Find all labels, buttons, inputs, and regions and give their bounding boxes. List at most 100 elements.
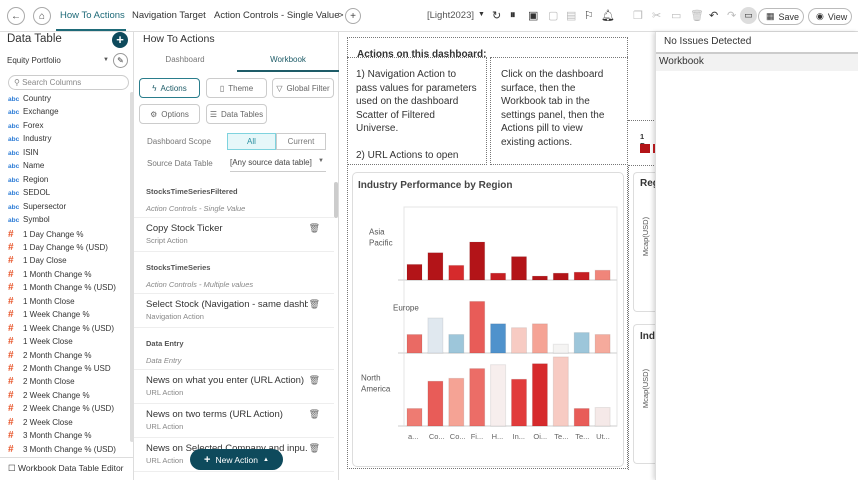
scrollbar[interactable]: [334, 182, 338, 218]
column-item[interactable]: #2 Month Change %: [8, 349, 92, 361]
data-table-select[interactable]: Equity Portfolio: [7, 56, 61, 65]
column-item[interactable]: #1 Month Change %: [8, 268, 92, 280]
edit-icon[interactable]: ✎: [113, 53, 128, 68]
bell-icon[interactable]: 🔔︎: [601, 10, 615, 22]
column-item[interactable]: #1 Day Close: [8, 255, 67, 267]
copy-icon[interactable]: ❐: [633, 10, 643, 22]
column-item[interactable]: #1 Week Change % (USD): [8, 322, 114, 334]
search-input[interactable]: ⚲ Search Columns: [8, 75, 129, 90]
column-item[interactable]: abc SEDOL: [8, 188, 51, 198]
industry-performance-chart[interactable]: Industry Performance by Region Asia Pacif…: [352, 172, 624, 467]
action-item[interactable]: Select Stock (Navigation - same dashb...…: [134, 294, 334, 328]
view-button[interactable]: ◉ View: [808, 8, 852, 25]
column-item[interactable]: #2 Week Change %: [8, 389, 90, 401]
column-item[interactable]: abc Supersector: [8, 201, 67, 211]
bar: [511, 378, 527, 427]
source-data-table-select[interactable]: [Any source data table] ▼: [230, 158, 326, 172]
x-tick-label: H...: [492, 432, 504, 441]
undo-icon[interactable]: ↶: [709, 10, 719, 22]
tab-workbook[interactable]: Workbook: [270, 55, 306, 64]
column-item[interactable]: #3 Month Change % (USD): [8, 443, 116, 455]
bar: [573, 407, 590, 427]
add-data-table-button[interactable]: +: [112, 32, 128, 48]
trash-icon[interactable]: 🗑︎: [308, 375, 320, 385]
snapshot-icon[interactable]: ▣: [528, 10, 539, 22]
trash-icon[interactable]: 🗑︎: [308, 299, 320, 309]
actions-pill[interactable]: ϟ Actions: [139, 78, 200, 98]
column-item[interactable]: #2 Month Close: [8, 376, 75, 388]
text-type-icon: abc: [8, 217, 20, 225]
paste-icon[interactable]: ▭: [671, 10, 682, 22]
scope-all-button[interactable]: All: [227, 133, 276, 150]
column-item[interactable]: #1 Week Close: [8, 336, 73, 348]
data-tables-pill[interactable]: ☰ Data Tables: [206, 104, 267, 124]
group-header: StocksTimeSeries: [146, 263, 211, 272]
theme-pill[interactable]: ▯ Theme: [206, 78, 267, 98]
trash-icon[interactable]: 🗑︎: [308, 409, 320, 419]
tab-navigation-target[interactable]: Navigation Target: [132, 10, 206, 21]
action-item[interactable]: Copy Stock Ticker Script Action 🗑︎: [134, 218, 334, 252]
column-item[interactable]: abc Forex: [8, 120, 44, 130]
column-item[interactable]: abc Name: [8, 161, 45, 171]
action-item[interactable]: News on Selected Company and inpu... URL …: [134, 438, 334, 472]
trash-icon[interactable]: 🗑︎: [308, 443, 320, 453]
trash-icon[interactable]: 🗑︎: [308, 223, 320, 233]
active-tab-indicator: [237, 70, 339, 72]
column-item[interactable]: #1 Day Change % (USD): [8, 241, 108, 253]
redo-icon[interactable]: ↷: [727, 10, 737, 22]
column-item[interactable]: #1 Month Close: [8, 295, 75, 307]
industry-chart-card[interactable]: [633, 324, 658, 464]
action-type: URL Action: [146, 388, 184, 397]
tab-how-to-actions[interactable]: How To Actions: [60, 10, 125, 21]
tab-dashboard[interactable]: Dashboard: [165, 55, 205, 64]
options-pill[interactable]: ⚙ Options: [139, 104, 200, 124]
bookmark-icon[interactable]: ⚐: [584, 10, 594, 22]
number-type-icon: #: [8, 282, 14, 294]
pause-icon[interactable]: ⏸: [510, 9, 516, 21]
global-filter-pill[interactable]: ▽ Global Filter: [272, 78, 334, 98]
column-item[interactable]: #2 Week Close: [8, 416, 73, 428]
issues-row-workbook[interactable]: Workbook: [656, 54, 858, 71]
column-item[interactable]: #1 Month Change % (USD): [8, 282, 116, 294]
save-button[interactable]: ▦ Save: [758, 8, 804, 25]
column-item[interactable]: abc Country: [8, 94, 52, 103]
region-chart-card[interactable]: [633, 172, 658, 312]
column-item[interactable]: abc Region: [8, 174, 49, 184]
chevron-down-icon[interactable]: ▼: [478, 11, 485, 18]
action-item[interactable]: News on two terms (URL Action) URL Action…: [134, 404, 334, 438]
column-item[interactable]: #1 Day Change %: [8, 228, 84, 240]
dashboard-canvas[interactable]: Actions on this dashboard: 1) Navigation…: [339, 32, 659, 480]
column-item[interactable]: #1 Week Change %: [8, 309, 90, 321]
issues-icon[interactable]: ▭: [740, 7, 757, 24]
scrollbar[interactable]: [130, 92, 134, 442]
refresh-icon[interactable]: ↻: [492, 10, 502, 22]
column-item[interactable]: abc Exchange: [8, 107, 59, 117]
column-item[interactable]: #3 Month Change %: [8, 430, 92, 442]
scope-current-button[interactable]: Current: [276, 133, 326, 150]
back-icon[interactable]: ←: [7, 7, 25, 25]
source-label: Source Data Table: [147, 159, 213, 168]
tabs-more-icon[interactable]: >: [338, 10, 344, 21]
column-item[interactable]: abc ISIN: [8, 147, 39, 157]
theme-select[interactable]: [Light2023]: [427, 10, 475, 21]
home-icon[interactable]: ⌂: [33, 7, 51, 25]
action-item[interactable]: News on what you enter (URL Action) URL A…: [134, 370, 334, 404]
text-box-2[interactable]: Click on the dashboard surface, then the…: [490, 57, 628, 165]
cut-icon[interactable]: ✂: [652, 10, 662, 22]
action-type: Script Action: [146, 236, 188, 245]
number-type-icon: #: [8, 349, 14, 361]
excel-icon[interactable]: ▤: [566, 10, 577, 22]
column-item[interactable]: #2 Week Change % (USD): [8, 403, 114, 415]
delete-icon[interactable]: 🗑︎: [690, 10, 704, 22]
column-item[interactable]: abc Industry: [8, 134, 52, 144]
chevron-down-icon[interactable]: ▼: [103, 57, 109, 63]
active-tab-indicator: [56, 29, 126, 31]
text-box-1[interactable]: 1) Navigation Action to pass values for …: [347, 57, 487, 165]
tab-action-controls-single[interactable]: Action Controls - Single Value: [214, 10, 340, 21]
add-tab-icon[interactable]: +: [345, 8, 361, 24]
workbook-data-table-editor-link[interactable]: ☐ Workbook Data Table Editor: [0, 457, 134, 480]
column-item[interactable]: abc Symbol: [8, 215, 50, 225]
column-item[interactable]: #2 Month Change % USD: [8, 363, 111, 374]
pdf-icon[interactable]: ▢: [548, 10, 559, 22]
new-action-button[interactable]: + New Action ▲: [190, 449, 283, 470]
